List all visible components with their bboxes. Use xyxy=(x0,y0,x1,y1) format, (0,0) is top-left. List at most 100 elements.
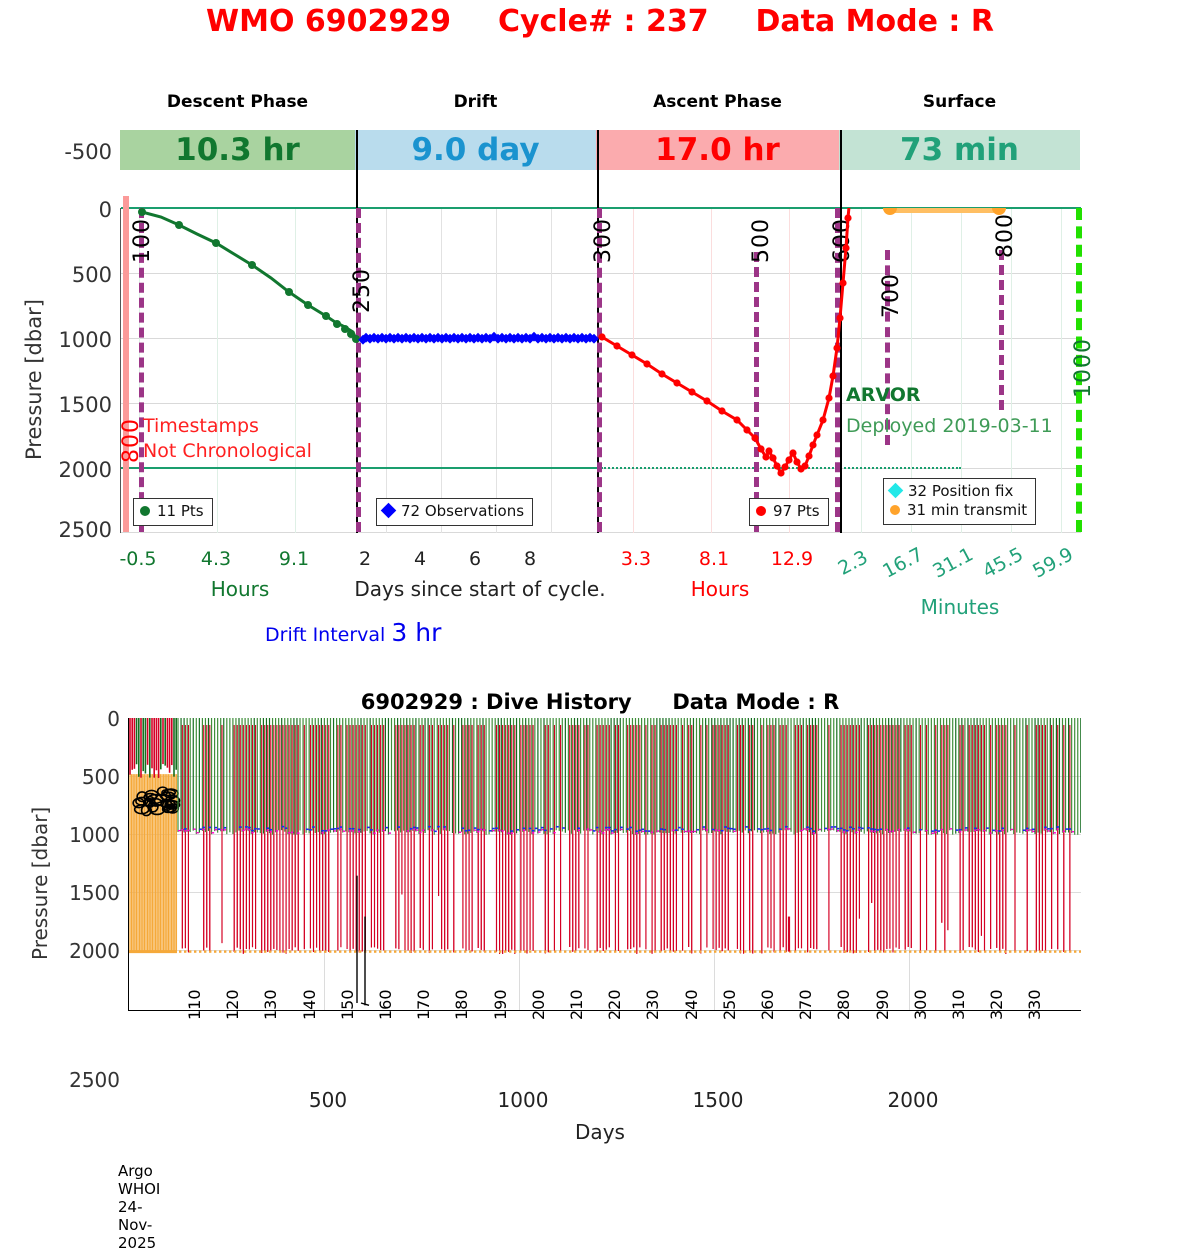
dive-history-name: 6902929 : Dive History xyxy=(360,690,632,714)
diamond-icon-cyan xyxy=(887,482,904,499)
cycle-tick-210: 210 xyxy=(567,989,586,1020)
phase-title-drift: Drift xyxy=(453,92,498,112)
title-wmo: WMO 6902929 xyxy=(206,4,452,39)
cycle-tick-160: 160 xyxy=(376,989,395,1020)
series-transmit-bar xyxy=(889,208,999,213)
cycle-tick-270: 270 xyxy=(796,989,816,1020)
warning-line-1: Timestamps xyxy=(143,415,259,437)
gridline-h-2500 xyxy=(121,532,1081,533)
y-axis-title-2: Pressure [dbar] xyxy=(28,806,52,960)
deployment-date: Deployed 2019-03-11 xyxy=(846,415,1053,437)
event-marker-500 xyxy=(754,252,764,532)
event-marker-800 xyxy=(999,250,1009,410)
event-marker-300 xyxy=(597,208,607,532)
series-transmit-end xyxy=(992,208,1006,215)
page-title: WMO 6902929 Cycle# : 237 Data Mode : R xyxy=(0,4,1200,39)
legend-surface[interactable]: 32 Position fix 31 min transmit xyxy=(883,478,1037,525)
y-tick-0: 0 xyxy=(98,198,112,222)
cycle-tick-330: 330 xyxy=(1025,989,1045,1020)
circle-icon-green xyxy=(140,505,150,516)
event-marker-700 xyxy=(885,250,895,445)
series-transmit-start xyxy=(883,208,897,215)
title-cycle: Cycle# : 237 xyxy=(497,4,709,39)
legend-row-descent: 11 Pts xyxy=(140,502,204,521)
y-tick-1000: 1000 xyxy=(58,328,112,352)
gridline2-h-1000 xyxy=(129,834,1081,835)
x-tick-ascent-8.1: 8.1 xyxy=(698,548,730,570)
y2-tick-2500: 2500 xyxy=(69,1068,120,1092)
gridline2-v-2000 xyxy=(909,718,910,1010)
x-tick-surface-16.7: 16.7 xyxy=(879,543,927,583)
parking-reference-dotted xyxy=(601,467,961,469)
legend-label-drift: 72 Observations xyxy=(401,502,525,520)
legend-row-drift: 72 Observations xyxy=(380,502,525,521)
drift-interval-value: 3 hr xyxy=(391,618,442,647)
legend-drift[interactable]: 72 Observations xyxy=(376,498,534,526)
dive-history-plot-area xyxy=(128,718,1081,1011)
legend-row-transmit: 31 min transmit xyxy=(890,501,1027,520)
profile-series-svg xyxy=(138,208,1006,477)
x-tick-descent-4.3: 4.3 xyxy=(200,548,232,570)
y-tick-2500: 2500 xyxy=(58,518,112,542)
series-drift-points xyxy=(358,331,599,345)
x-tick-surface-45.5: 45.5 xyxy=(979,543,1027,583)
phase-duration-drift: 9.0 day xyxy=(355,130,596,170)
y2-tick-500: 500 xyxy=(81,765,120,789)
gridline-v-dr3 xyxy=(496,208,497,533)
y-tick-500: 500 xyxy=(71,263,112,287)
x-tick-surface-59.9: 59.9 xyxy=(1029,543,1077,583)
phase-title-ascent: Ascent Phase xyxy=(653,92,782,112)
cycle-tick-110: 110 xyxy=(185,989,204,1020)
gridline2-h-1500 xyxy=(129,892,1081,893)
dive-history-title: 6902929 : Dive History Data Mode : R xyxy=(0,690,1200,714)
gridline-v-dr1 xyxy=(386,208,387,533)
gridline-v-d3 xyxy=(295,208,296,533)
gridline-v-s5 xyxy=(1061,208,1062,533)
gridline-v-a2 xyxy=(711,208,712,533)
x2-tick-1000: 1000 xyxy=(497,1088,549,1112)
x-axis-label-surface: Minutes xyxy=(920,595,1000,619)
x-tick-drift-8: 8 xyxy=(523,548,537,570)
y-tick-1500: 1500 xyxy=(58,393,112,417)
x-axis-label-ascent: Hours xyxy=(690,577,750,601)
cycle-tick-130: 130 xyxy=(261,989,281,1020)
gridline-v-d2 xyxy=(217,208,218,533)
phase-duration-descent: 10.3 hr xyxy=(120,130,355,170)
phase-separator-3 xyxy=(840,130,842,533)
x2-tick-2000: 2000 xyxy=(887,1088,939,1112)
x-axis-label-descent: Hours xyxy=(210,577,270,601)
warning-line-2: Not Chronological xyxy=(143,440,312,462)
dive-history-svg xyxy=(129,718,1081,1006)
legend-ascent[interactable]: 97 Pts xyxy=(749,498,829,526)
gridline-v-a3 xyxy=(789,208,790,533)
y2-tick-1000: 1000 xyxy=(69,823,120,847)
gridline-v-s2 xyxy=(911,208,912,533)
legend-label-transmit: 31 min transmit xyxy=(907,501,1028,519)
x2-tick-1500: 1500 xyxy=(692,1088,744,1112)
legend-label-position-fix: 32 Position fix xyxy=(908,482,1014,500)
y-tick--500: -500 xyxy=(64,140,112,164)
legend-row-ascent: 97 Pts xyxy=(756,502,820,521)
cycle-tick-250: 250 xyxy=(719,989,739,1020)
cycle-tick-310: 310 xyxy=(949,989,968,1020)
y2-tick-2000: 2000 xyxy=(69,939,120,963)
series-descent-line xyxy=(141,210,358,340)
legend-label-descent: 11 Pts xyxy=(157,502,204,520)
cycle-tick-180: 180 xyxy=(452,989,472,1020)
legend-label-ascent: 97 Pts xyxy=(773,502,820,520)
drift-interval-label: Drift Interval xyxy=(265,624,386,646)
cycle-tick-190: 190 xyxy=(490,989,510,1020)
gridline-v-dr2 xyxy=(441,208,442,533)
cycle-tick-240: 240 xyxy=(681,989,701,1020)
drift-interval: Drift Interval 3 hr xyxy=(265,618,441,647)
legend-descent[interactable]: 11 Pts xyxy=(133,498,213,526)
dive-history-mode: Data Mode : R xyxy=(672,690,840,714)
x-tick-surface-2.3: 2.3 xyxy=(834,546,872,580)
x-tick-drift-2: 2 xyxy=(358,548,372,570)
cycle-tick-300: 300 xyxy=(910,989,930,1020)
gridline-v-dr4 xyxy=(551,208,552,533)
x-tick-descent--0.5: -0.5 xyxy=(119,548,157,570)
x-axis-label-drift: Days since start of cycle. xyxy=(354,577,606,601)
y-tick-2000: 2000 xyxy=(58,458,112,482)
footer-text: Argo WHOI 24-Nov-2025 xyxy=(118,1162,161,1252)
